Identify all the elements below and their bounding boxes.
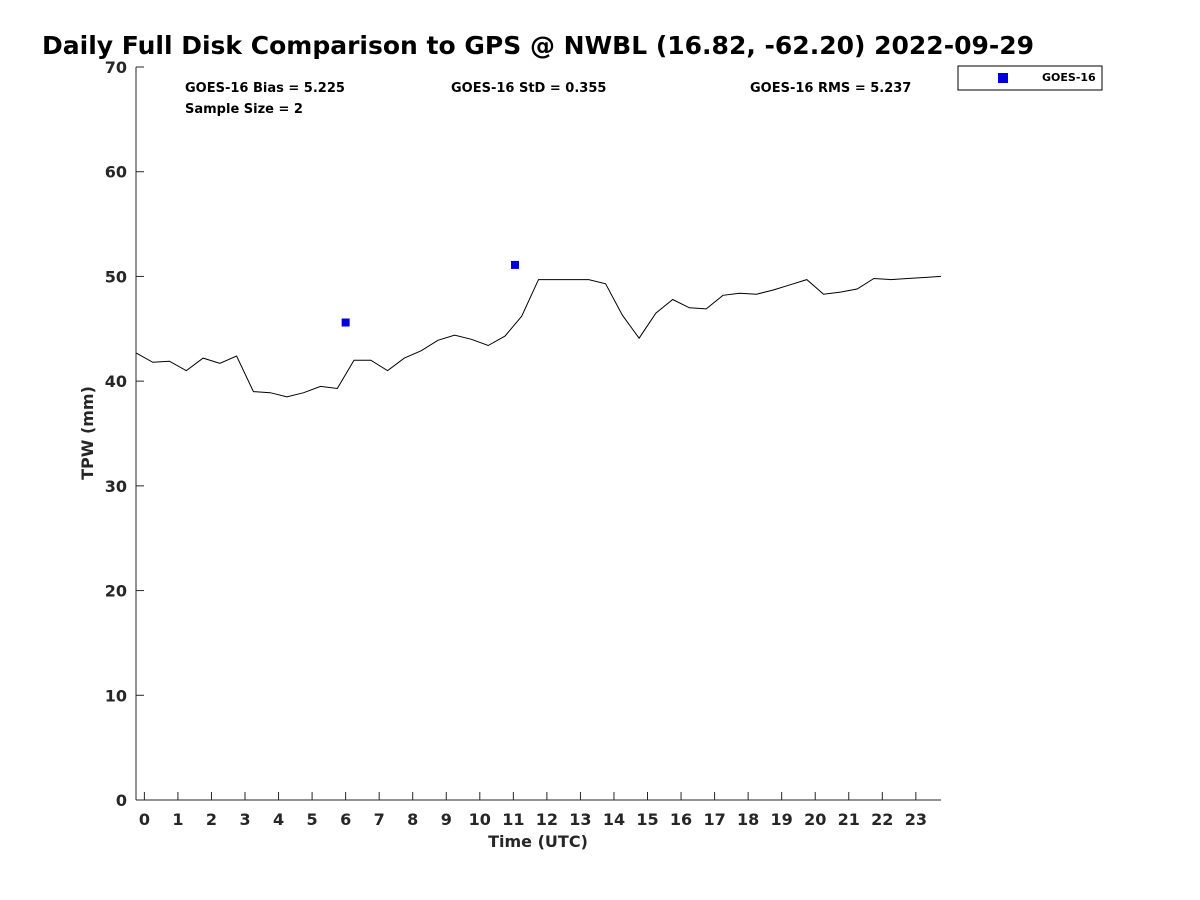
annotation-std: GOES-16 StD = 0.355 — [451, 81, 606, 96]
legend: GOES-16 — [957, 65, 1103, 91]
x-tick-label: 20 — [804, 810, 826, 829]
y-tick-label: 50 — [105, 267, 127, 286]
x-tick-label: 6 — [340, 810, 351, 829]
x-tick-label: 11 — [502, 810, 524, 829]
x-tick-label: 0 — [139, 810, 150, 829]
x-tick-label: 15 — [636, 810, 658, 829]
x-tick-label: 1 — [172, 810, 183, 829]
x-axis-label: Time (UTC) — [488, 832, 588, 851]
legend-marker-goes-16 — [998, 73, 1008, 83]
plot-area — [135, 260, 942, 398]
axes — [135, 67, 941, 801]
x-tick-label: 19 — [771, 810, 793, 829]
legend-label-goes-16: GOES-16 — [1042, 71, 1096, 84]
x-tick-label: 18 — [737, 810, 759, 829]
y-tick-label: 0 — [116, 791, 127, 810]
x-tick-label: 17 — [703, 810, 725, 829]
x-tick-label: 10 — [469, 810, 491, 829]
x-tick-label: 3 — [239, 810, 250, 829]
legend-box — [957, 65, 1103, 91]
annotation-sample-size: Sample Size = 2 — [185, 102, 303, 117]
x-tick-label: 14 — [603, 810, 625, 829]
x-tick-label: 5 — [307, 810, 318, 829]
x-tick-label: 23 — [905, 810, 927, 829]
goes-16-point — [341, 318, 350, 327]
y-tick-label: 70 — [105, 58, 127, 77]
x-tick-label: 4 — [273, 810, 284, 829]
annotation-rms: GOES-16 RMS = 5.237 — [750, 81, 911, 96]
y-tick-label: 20 — [105, 582, 127, 601]
y-tick-label: 10 — [105, 686, 127, 705]
y-tick-label: 60 — [105, 163, 127, 182]
annotation-bias: GOES-16 Bias = 5.225 — [185, 81, 345, 96]
y-axis-label: TPW (mm) — [78, 386, 97, 480]
x-tick-label: 7 — [374, 810, 385, 829]
ticks: 0 1 2 3 4 5 6 7 8 9 10 11 12 13 14 15 16 17 18 19 20 21 22 2301… — [105, 58, 927, 829]
x-tick-label: 12 — [536, 810, 558, 829]
chart-title: Daily Full Disk Comparison to GPS @ NWBL… — [42, 31, 1034, 60]
x-tick-label: 13 — [569, 810, 591, 829]
goes-16-point — [511, 260, 520, 269]
x-tick-label: 8 — [407, 810, 418, 829]
x-tick-label: 9 — [441, 810, 452, 829]
x-tick-label: 16 — [670, 810, 692, 829]
x-tick-label: 21 — [838, 810, 860, 829]
gps-line — [135, 275, 942, 398]
y-tick-label: 30 — [105, 477, 127, 496]
x-tick-label: 22 — [871, 810, 893, 829]
y-tick-label: 40 — [105, 372, 127, 391]
x-tick-label: 2 — [206, 810, 217, 829]
